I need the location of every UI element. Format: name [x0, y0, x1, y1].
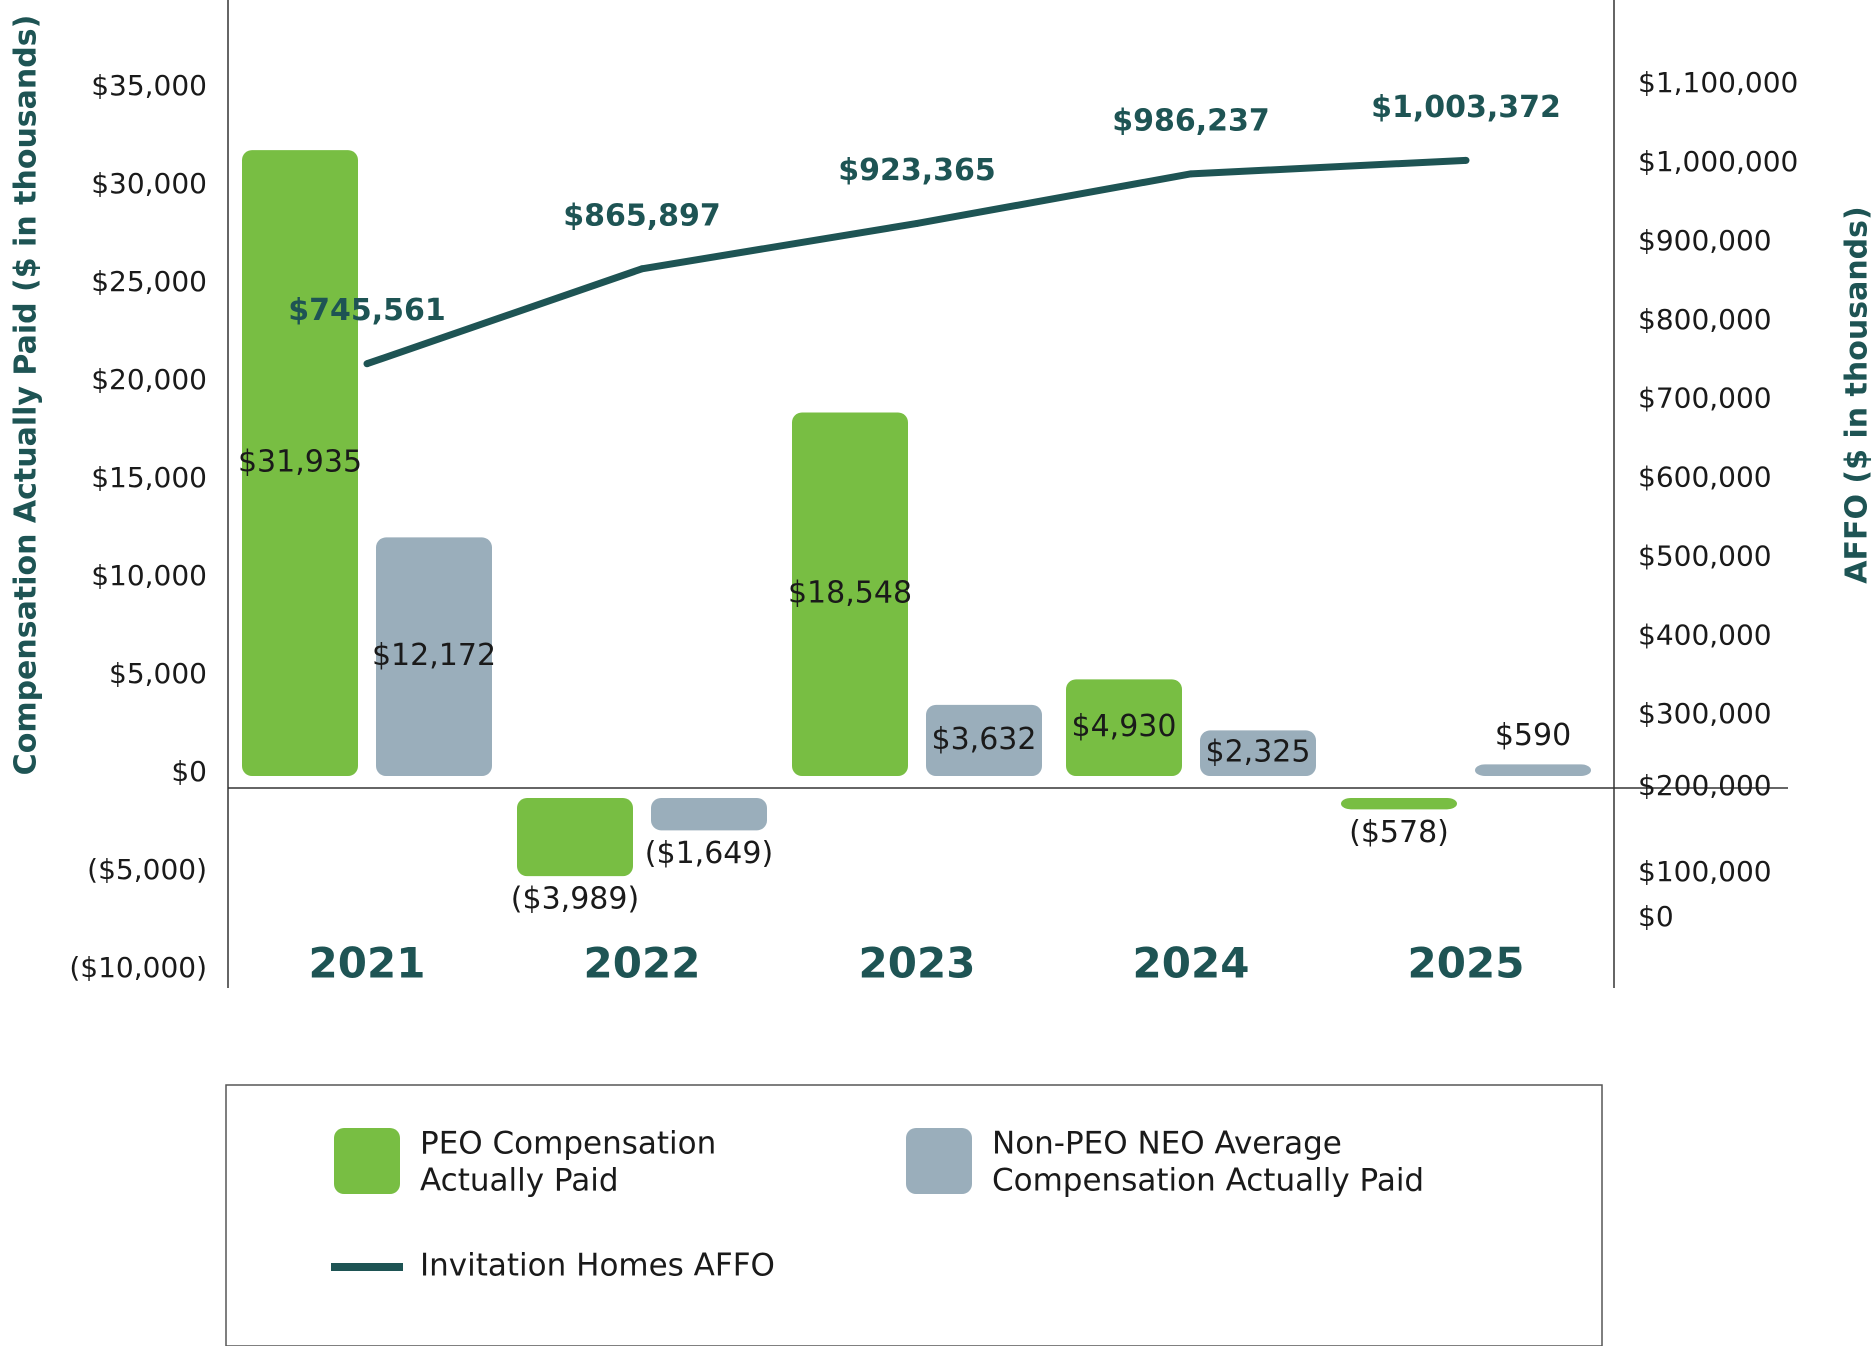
right-tick-label: $1,100,000	[1638, 66, 1798, 99]
bar-label-non-peo-neo-average-compensation-actually-paid-2021: $12,172	[372, 638, 496, 673]
right-tick-label: $500,000	[1638, 539, 1772, 572]
left-tick-label: $0	[171, 755, 207, 788]
affo-point-2022	[638, 265, 646, 273]
affo-line-layer	[363, 156, 1470, 368]
bar-label-peo-compensation-actually-paid-2024: $4,930	[1072, 709, 1177, 744]
left-tick-label: $15,000	[91, 461, 207, 494]
affo-label-2022: $865,897	[563, 198, 721, 233]
affo-point-2023	[913, 219, 921, 227]
bar-non-peo-neo-average-compensation-actually-paid-2023	[926, 704, 1042, 776]
right-tick-label: $900,000	[1638, 224, 1772, 257]
bar-label-non-peo-neo-average-compensation-actually-paid-2025: $590	[1495, 718, 1571, 753]
affo-point-2025	[1462, 156, 1470, 164]
left-tick-label: $10,000	[91, 559, 207, 592]
affo-label-2025: $1,003,372	[1371, 90, 1561, 125]
legend-swatch-1	[334, 1128, 400, 1194]
bar-label-non-peo-neo-average-compensation-actually-paid-2024: $2,325	[1206, 735, 1311, 770]
year-label-2025: 2025	[1408, 939, 1525, 988]
left-tick-label: $20,000	[91, 363, 207, 396]
bar-peo-compensation-actually-paid-2021	[242, 150, 358, 777]
right-tick-label: $800,000	[1638, 303, 1772, 336]
affo-line	[365, 156, 1467, 368]
legend-text-1-2: Actually Paid	[420, 1163, 619, 1199]
affo-label-2024: $986,237	[1112, 103, 1270, 138]
right-tick-label: $0	[1638, 900, 1674, 933]
left-tick-label: ($10,000)	[69, 951, 207, 984]
left-tick-label: $30,000	[91, 167, 207, 200]
right-axis-title: AFFO ($ in thousands)	[1840, 206, 1875, 583]
left-tick-label: $35,000	[91, 69, 207, 102]
right-tick-label: $200,000	[1638, 769, 1772, 802]
legend-swatch-2	[906, 1128, 972, 1194]
bar-peo-compensation-actually-paid-2022	[517, 798, 633, 877]
bar-label-non-peo-neo-average-compensation-actually-paid-2023: $3,632	[932, 722, 1037, 757]
affo-label-2023: $923,365	[838, 153, 996, 188]
affo-label-2021: $745,561	[288, 293, 446, 328]
right-tick-label: $100,000	[1638, 855, 1772, 888]
affo-point-2021	[363, 360, 371, 368]
year-label-2021: 2021	[309, 939, 426, 988]
legend-box	[225, 1084, 1603, 1346]
bar-non-peo-neo-average-compensation-actually-paid-2022	[651, 798, 767, 831]
year-label-2023: 2023	[859, 939, 976, 988]
left-tick-label: ($5,000)	[87, 853, 207, 886]
right-tick-label: $700,000	[1638, 382, 1772, 415]
labels-layer: $31,935 ($3,989) $18,548 $4,930 ($578) $12,17…	[238, 90, 1571, 917]
bar-non-peo-neo-average-compensation-actually-paid-2021	[376, 537, 492, 776]
bar-non-peo-neo-average-compensation-actually-paid-2025	[1475, 764, 1591, 776]
legend-text-3-1: Invitation Homes AFFO	[420, 1248, 775, 1284]
legend-text-2-1: Non-PEO NEO Average	[992, 1126, 1342, 1162]
left-axis-title: Compensation Actually Paid ($ in thousan…	[9, 15, 44, 776]
bar-peo-compensation-actually-paid-2024	[1066, 679, 1182, 776]
bar-label-peo-compensation-actually-paid-2023: $18,548	[788, 576, 912, 611]
legend-text-1-1: PEO Compensation	[420, 1126, 716, 1162]
right-tick-label: $600,000	[1638, 461, 1772, 494]
bar-peo-compensation-actually-paid-2025	[1341, 798, 1457, 810]
bar-label-peo-compensation-actually-paid-2021: $31,935	[238, 445, 362, 480]
left-tick-label: $25,000	[91, 265, 207, 298]
bar-non-peo-neo-average-compensation-actually-paid-2024	[1200, 730, 1316, 776]
affo-point-2024	[1187, 170, 1195, 178]
right-tick-label: $400,000	[1638, 618, 1772, 651]
legend-text-2-2: Compensation Actually Paid	[992, 1163, 1424, 1199]
bars-layer	[242, 150, 1591, 877]
year-label-2022: 2022	[584, 939, 701, 988]
bar-label-non-peo-neo-average-compensation-actually-paid-2022: ($1,649)	[645, 836, 773, 871]
bar-label-peo-compensation-actually-paid-2022: ($3,989)	[511, 882, 639, 917]
right-tick-label: $300,000	[1638, 697, 1772, 730]
right-tick-label: $1,000,000	[1638, 145, 1798, 178]
left-tick-label: $5,000	[109, 657, 207, 690]
bar-label-peo-compensation-actually-paid-2025: ($578)	[1349, 815, 1449, 850]
bar-peo-compensation-actually-paid-2023	[792, 412, 908, 776]
axes-layer: $35,000 $30,000 $25,000 $20,000 $15,000 $10,0…	[9, 0, 1875, 988]
year-label-2024: 2024	[1133, 939, 1250, 988]
